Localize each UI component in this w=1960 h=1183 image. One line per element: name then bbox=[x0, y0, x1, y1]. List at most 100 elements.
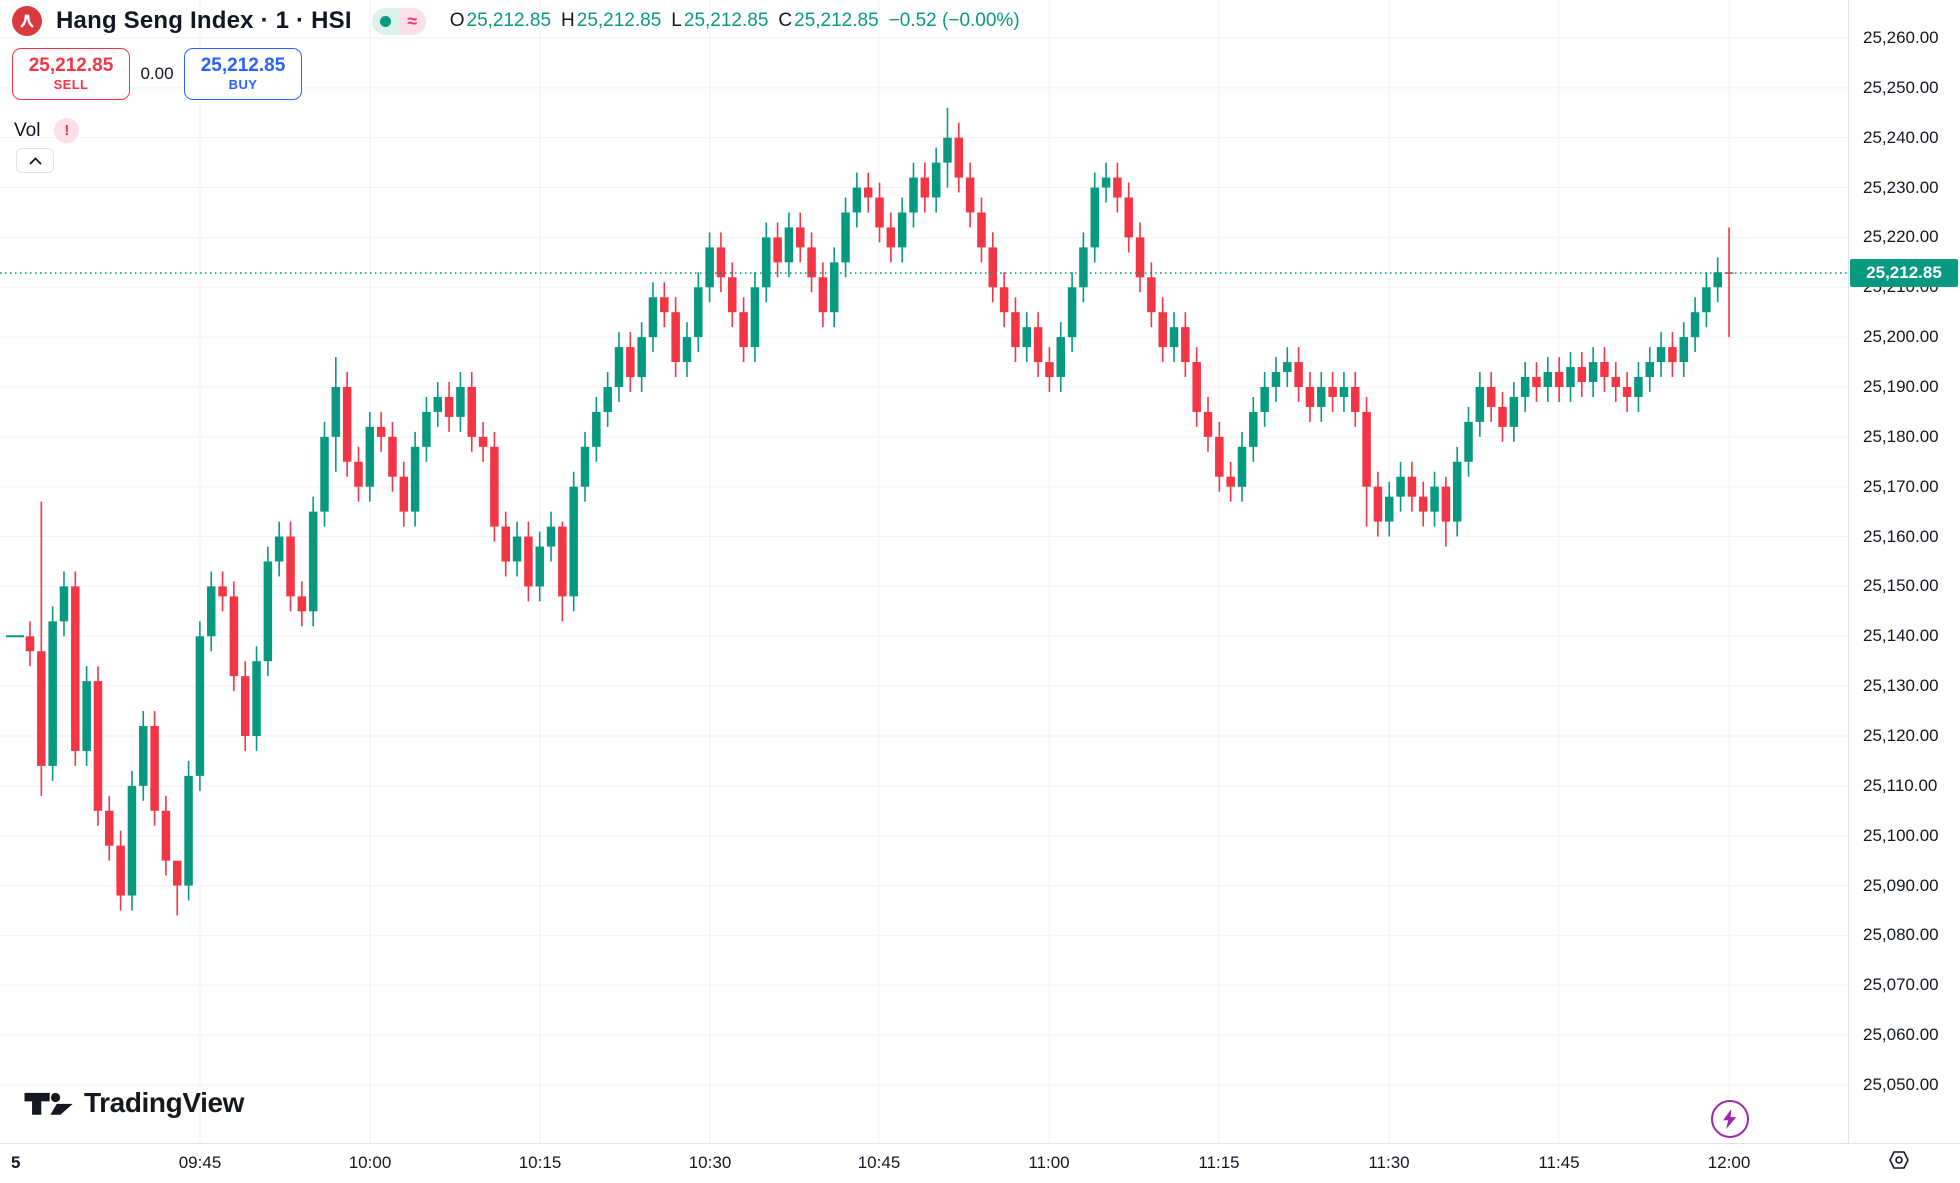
candle bbox=[909, 162, 918, 228]
ohlc-readout: O 25,212.85 H 25,212.85 L 25,212.85 C 25,212… bbox=[450, 10, 1020, 32]
candle bbox=[943, 107, 952, 188]
boost-button[interactable] bbox=[1711, 1100, 1749, 1138]
tradingview-wordmark: TradingView bbox=[84, 1087, 245, 1118]
candle bbox=[750, 272, 760, 363]
candle bbox=[1339, 372, 1349, 412]
symbol-title[interactable]: Hang Seng Index · 1 · HSI bbox=[56, 7, 352, 34]
candle bbox=[1056, 322, 1066, 392]
collapse-legend-button[interactable] bbox=[16, 148, 54, 173]
candle bbox=[1634, 362, 1643, 412]
candle bbox=[1622, 372, 1632, 412]
candle bbox=[558, 521, 567, 622]
price-axis-label: 25,100.00 bbox=[1863, 825, 1939, 845]
market-status[interactable]: ≈ bbox=[371, 7, 426, 35]
buy-button[interactable]: 25,212.85 BUY bbox=[184, 48, 302, 100]
candle bbox=[863, 172, 873, 213]
candle bbox=[286, 521, 295, 612]
high-value: 25,212.85 bbox=[576, 10, 662, 31]
candle bbox=[206, 571, 216, 652]
change-value: −0.52 (−0.00%) bbox=[888, 10, 1020, 31]
candle bbox=[1033, 312, 1043, 378]
candle bbox=[897, 197, 907, 263]
time-axis[interactable]: 5 09:45 10:00 10:15 10:30 10:45 11:00 11:15 11:3… bbox=[0, 1143, 1960, 1183]
candle bbox=[603, 372, 612, 427]
candle bbox=[274, 521, 284, 577]
price-axis-label: 25,260.00 bbox=[1863, 27, 1939, 47]
candle bbox=[1418, 481, 1428, 527]
candle bbox=[173, 860, 182, 916]
candle bbox=[977, 197, 986, 263]
open-key: O bbox=[449, 10, 465, 31]
candle bbox=[1554, 357, 1564, 402]
close-key: C bbox=[778, 10, 793, 31]
candle bbox=[1113, 162, 1122, 213]
candle bbox=[263, 546, 273, 677]
candle bbox=[841, 197, 850, 278]
candle bbox=[218, 571, 227, 612]
candlestick-plot[interactable] bbox=[0, 0, 1848, 1143]
candle bbox=[1317, 372, 1326, 422]
candle bbox=[716, 232, 726, 293]
low-value: 25,212.85 bbox=[683, 10, 769, 31]
candle bbox=[93, 666, 103, 826]
sell-button[interactable]: 25,212.85 SELL bbox=[12, 48, 130, 100]
candle bbox=[161, 795, 171, 876]
sell-label: SELL bbox=[53, 77, 89, 92]
price-axis-label: 25,130.00 bbox=[1863, 676, 1939, 696]
candle bbox=[988, 232, 998, 303]
volume-warning-icon[interactable]: ! bbox=[54, 118, 80, 143]
candle bbox=[1260, 372, 1269, 427]
candle bbox=[1498, 391, 1507, 442]
price-axis[interactable]: 25,212.85 25,260.00 25,250.00 25,240.00 25,… bbox=[1848, 0, 1960, 1143]
time-axis-label: 11:15 bbox=[1198, 1153, 1240, 1172]
candle bbox=[1486, 372, 1496, 422]
price-axis-label: 25,090.00 bbox=[1863, 875, 1939, 895]
candle bbox=[852, 172, 862, 228]
price-axis-label: 25,150.00 bbox=[1863, 576, 1939, 596]
price-axis-label: 25,190.00 bbox=[1863, 376, 1939, 396]
candle bbox=[1045, 347, 1054, 392]
candle bbox=[1124, 182, 1133, 253]
candle bbox=[1702, 272, 1711, 328]
candle bbox=[1283, 347, 1292, 387]
candle bbox=[999, 272, 1009, 328]
spread-value: 0.00 bbox=[140, 64, 174, 83]
candle bbox=[1011, 297, 1020, 363]
candle bbox=[1430, 471, 1439, 527]
candle bbox=[671, 297, 680, 378]
time-axis-label: 11:45 bbox=[1538, 1153, 1580, 1172]
time-axis-label: 10:15 bbox=[518, 1153, 562, 1172]
candle bbox=[1271, 357, 1281, 402]
candle bbox=[127, 770, 137, 911]
lightning-icon bbox=[1723, 1109, 1737, 1129]
status-dot-icon bbox=[379, 15, 391, 27]
axis-settings-button[interactable] bbox=[1886, 1147, 1912, 1173]
candle bbox=[1690, 297, 1700, 353]
candle bbox=[1588, 347, 1598, 397]
candle bbox=[705, 232, 714, 303]
price-axis-label: 25,200.00 bbox=[1863, 327, 1939, 347]
candle bbox=[1135, 222, 1145, 293]
price-axis-label: 25,240.00 bbox=[1863, 127, 1939, 147]
candle bbox=[818, 262, 828, 328]
low-key: L bbox=[671, 10, 682, 31]
candle bbox=[524, 521, 533, 602]
candle bbox=[1509, 382, 1519, 442]
candle bbox=[1713, 257, 1722, 303]
candle bbox=[252, 646, 261, 751]
candle bbox=[580, 431, 590, 502]
tradingview-mark-icon bbox=[24, 1092, 73, 1115]
volume-study-label: Vol bbox=[14, 119, 41, 141]
candle bbox=[886, 212, 896, 263]
approx-icon: ≈ bbox=[407, 11, 418, 31]
price-axis-label: 25,060.00 bbox=[1863, 1025, 1939, 1045]
candle bbox=[422, 396, 431, 462]
open-value: 25,212.85 bbox=[466, 10, 552, 31]
price-axis-label: 25,120.00 bbox=[1863, 725, 1939, 745]
candle bbox=[660, 282, 669, 328]
tradingview-logo[interactable]: TradingView bbox=[22, 1086, 244, 1120]
candle bbox=[1237, 431, 1247, 502]
candle bbox=[773, 222, 782, 278]
time-axis-label: 10:45 bbox=[857, 1153, 901, 1172]
candle bbox=[342, 372, 352, 477]
